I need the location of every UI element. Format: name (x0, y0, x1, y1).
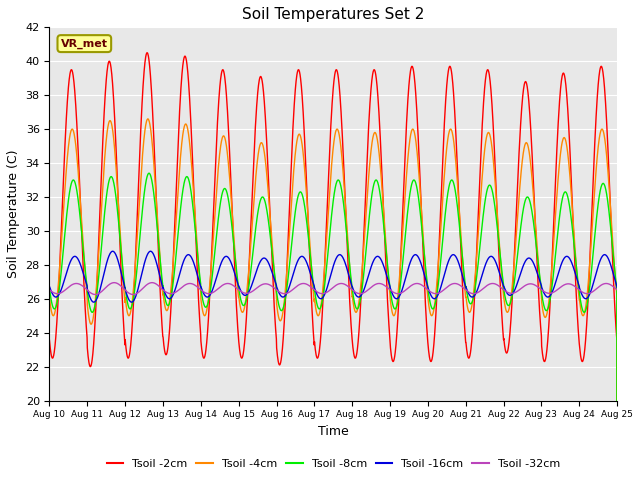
Tsoil -8cm (579, 308, 587, 314)
Tsoil -16cm (127, 299, 135, 305)
Text: VR_met: VR_met (61, 38, 108, 49)
Tsoil -32cm (579, 290, 587, 296)
Tsoil -32cm (129, 292, 137, 298)
Tsoil -2cm (204, 323, 212, 328)
Tsoil -32cm (613, 287, 621, 293)
Tsoil -4cm (499, 281, 506, 287)
Tsoil -4cm (563, 146, 571, 152)
Tsoil -32cm (564, 281, 572, 287)
Tsoil -2cm (362, 173, 370, 179)
Tsoil -4cm (579, 313, 587, 319)
Tsoil -32cm (45, 287, 53, 293)
Tsoil -8cm (204, 300, 212, 306)
Tsoil -16cm (579, 294, 587, 300)
Tsoil -16cm (363, 279, 371, 285)
Line: Tsoil -32cm: Tsoil -32cm (49, 283, 617, 295)
Tsoil -16cm (564, 253, 572, 259)
Tsoil -16cm (147, 248, 154, 254)
Tsoil -16cm (45, 284, 53, 289)
Tsoil -8cm (563, 192, 571, 198)
Tsoil -8cm (350, 297, 358, 303)
Y-axis label: Soil Temperature (C): Soil Temperature (C) (7, 150, 20, 278)
Line: Tsoil -2cm: Tsoil -2cm (49, 53, 617, 480)
Tsoil -8cm (45, 286, 53, 291)
Tsoil -4cm (350, 304, 358, 310)
Tsoil -8cm (499, 274, 506, 279)
Tsoil -2cm (579, 358, 587, 363)
Tsoil -32cm (204, 291, 212, 297)
Tsoil -2cm (563, 98, 571, 104)
Tsoil -2cm (143, 50, 151, 56)
Line: Tsoil -8cm: Tsoil -8cm (49, 173, 617, 480)
Tsoil -8cm (145, 170, 153, 176)
Tsoil -32cm (499, 286, 507, 292)
Tsoil -32cm (148, 280, 156, 286)
Tsoil -2cm (499, 323, 506, 328)
Tsoil -2cm (45, 337, 53, 343)
Line: Tsoil -16cm: Tsoil -16cm (49, 251, 617, 302)
Legend: Tsoil -2cm, Tsoil -4cm, Tsoil -8cm, Tsoil -16cm, Tsoil -32cm: Tsoil -2cm, Tsoil -4cm, Tsoil -8cm, Tsoi… (102, 455, 564, 474)
Tsoil -32cm (363, 288, 371, 294)
Tsoil -8cm (362, 245, 370, 251)
Tsoil -4cm (144, 116, 152, 122)
Tsoil -16cm (204, 294, 212, 300)
Tsoil -2cm (350, 352, 358, 358)
Tsoil -32cm (350, 288, 358, 294)
X-axis label: Time: Time (318, 425, 349, 438)
Tsoil -16cm (499, 281, 507, 287)
Tsoil -4cm (362, 207, 370, 213)
Tsoil -16cm (613, 285, 621, 290)
Line: Tsoil -4cm: Tsoil -4cm (49, 119, 617, 480)
Title: Soil Temperatures Set 2: Soil Temperatures Set 2 (242, 7, 424, 22)
Tsoil -4cm (204, 299, 212, 305)
Tsoil -4cm (45, 295, 53, 301)
Tsoil -16cm (350, 289, 358, 295)
